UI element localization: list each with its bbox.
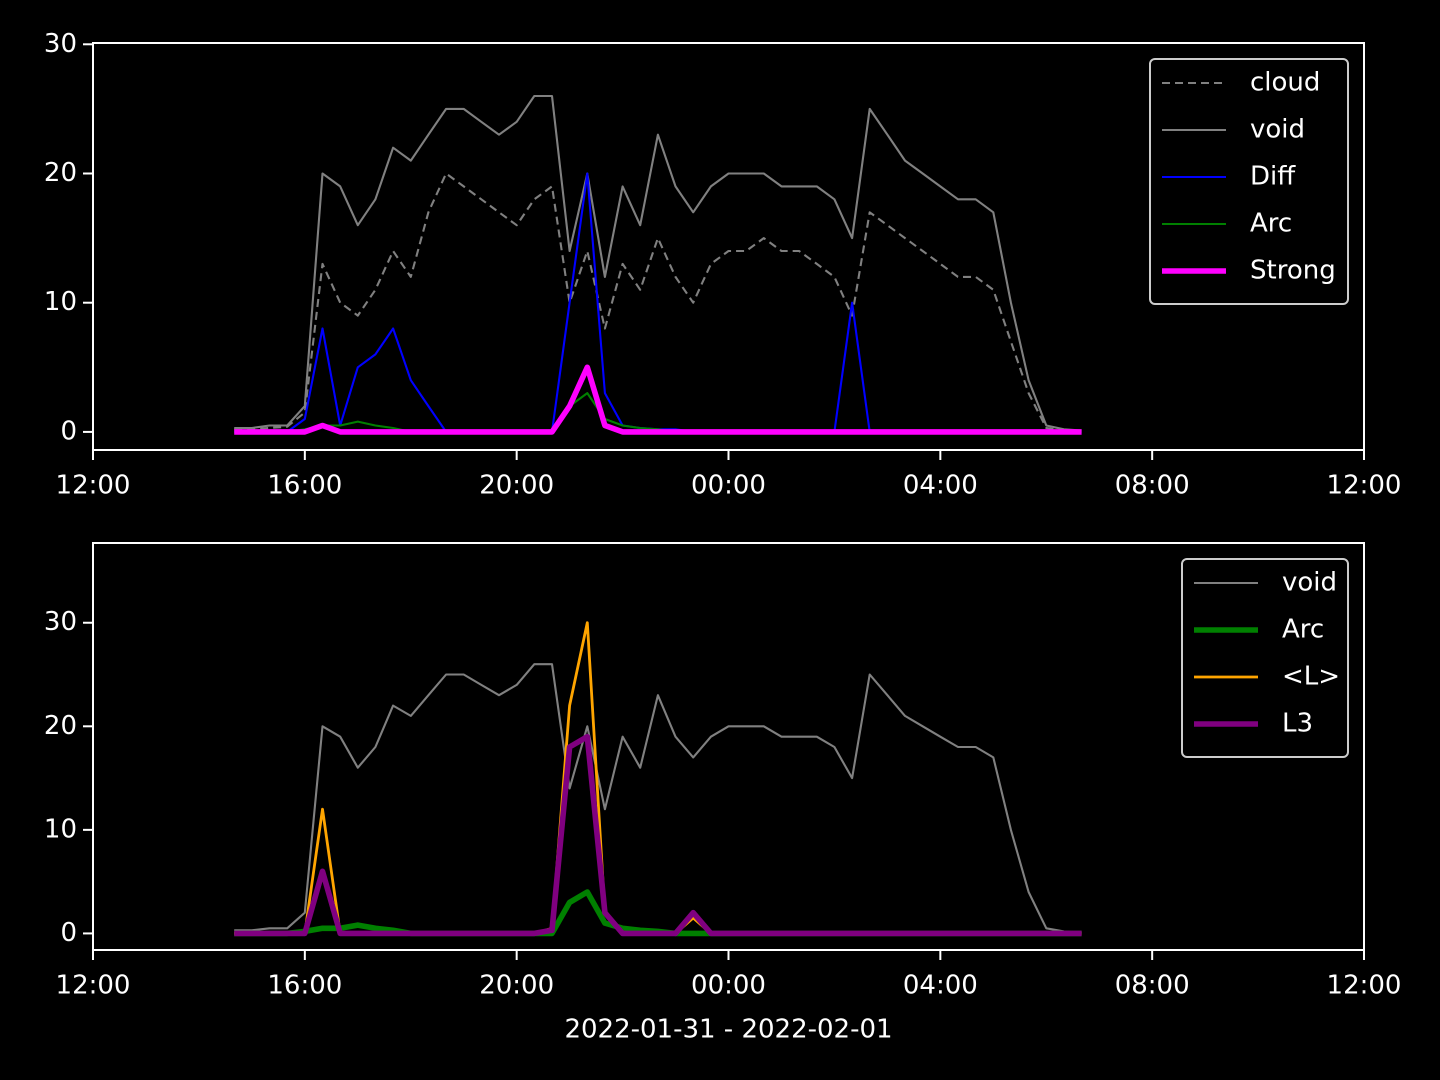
legend-label: L3: [1282, 709, 1313, 739]
x-tick-label: 12:00: [56, 471, 131, 501]
x-tick-label: 20:00: [479, 971, 554, 1001]
x-tick-label: 16:00: [267, 971, 342, 1001]
series-line: [234, 364, 1082, 435]
x-tick-label: 12:00: [1327, 971, 1402, 1001]
legend-label: Diff: [1250, 162, 1296, 192]
legend-label: cloud: [1250, 68, 1320, 98]
x-tick-label: 16:00: [267, 471, 342, 501]
legend-box: [1149, 58, 1349, 305]
series-line: [234, 733, 1082, 937]
x-tick-label: 08:00: [1115, 971, 1190, 1001]
y-tick-label: 30: [44, 29, 77, 59]
x-tick-label: 00:00: [691, 471, 766, 501]
legend-box: [1181, 558, 1349, 758]
y-tick-label: 20: [44, 711, 77, 741]
series-line: [234, 94, 1082, 432]
legend-label: Strong: [1250, 256, 1336, 286]
legend-label: void: [1282, 568, 1337, 598]
axes-frame: [92, 42, 1365, 451]
x-axis-label: 2022-01-31 - 2022-02-01: [564, 1015, 892, 1045]
y-tick-label: 30: [44, 607, 77, 637]
legend-label: <L>: [1282, 662, 1340, 692]
x-tick-label: 04:00: [903, 471, 978, 501]
x-tick-label: 04:00: [903, 971, 978, 1001]
y-tick-label: 0: [60, 416, 77, 446]
y-tick-label: 10: [44, 287, 77, 317]
axes-frame: [92, 542, 1365, 951]
y-tick-label: 20: [44, 158, 77, 188]
x-tick-label: 08:00: [1115, 471, 1190, 501]
x-tick-label: 20:00: [479, 471, 554, 501]
x-tick-label: 12:00: [56, 971, 131, 1001]
y-tick-label: 10: [44, 814, 77, 844]
legend-label: void: [1250, 115, 1305, 145]
x-tick-label: 00:00: [691, 971, 766, 1001]
plot-area: [234, 621, 1082, 937]
x-tick-label: 12:00: [1327, 471, 1402, 501]
y-tick-label: 0: [60, 918, 77, 948]
legend-label: Arc: [1250, 209, 1292, 239]
plot-area: [234, 94, 1082, 435]
legend-label: Arc: [1282, 615, 1324, 645]
series-line: [234, 663, 1082, 934]
